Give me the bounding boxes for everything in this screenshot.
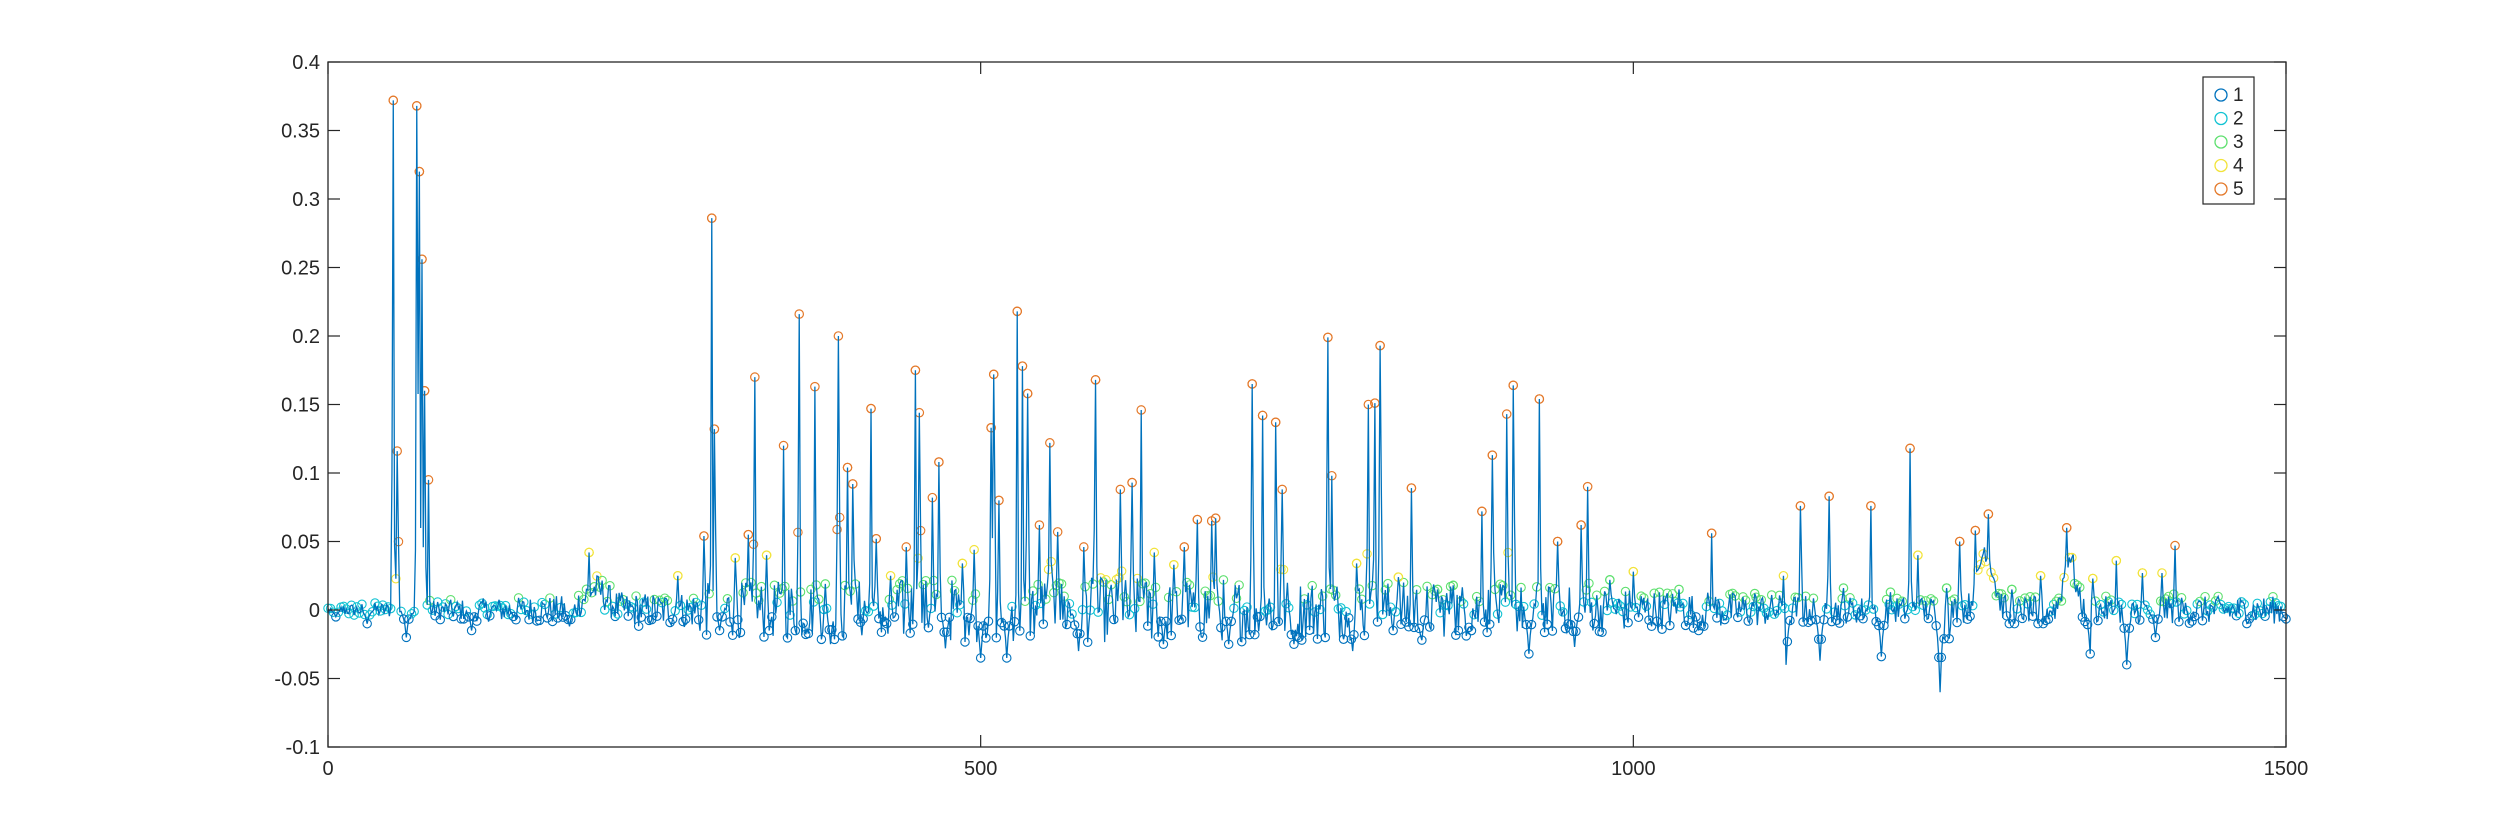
y-tick-label: 0 [309, 600, 320, 622]
data-point [1424, 622, 1435, 632]
data-point [2184, 618, 2195, 628]
data-point [1897, 596, 1907, 606]
data-point [1558, 607, 1568, 617]
data-point [665, 617, 675, 628]
legend-marker [2214, 135, 2228, 149]
legend-label: 5 [2233, 179, 2244, 200]
series-line [327, 100, 2287, 693]
legend-label: 3 [2233, 132, 2244, 153]
y-tick-label: 0.25 [281, 258, 320, 280]
data-point [1988, 573, 1999, 583]
y-tick-label: 0.1 [292, 463, 320, 485]
data-point [790, 625, 801, 636]
data-point [2148, 614, 2158, 624]
data-point [2145, 609, 2156, 620]
legend-label: 4 [2233, 156, 2244, 177]
data-point [1197, 632, 1208, 642]
data-point [362, 618, 372, 629]
legend-marker [2214, 158, 2228, 173]
data-point [346, 600, 357, 610]
data-point [1464, 622, 1474, 633]
data-point [1691, 612, 1701, 622]
data-point [380, 604, 391, 615]
data-point [2153, 614, 2163, 624]
y-tick-label: 0.2 [292, 326, 320, 348]
data-point [2017, 613, 2028, 624]
data-point [333, 607, 344, 618]
y-tick-label: 0.3 [292, 189, 320, 211]
data-point [398, 614, 409, 624]
data-point [406, 609, 417, 619]
data-point [1868, 604, 1879, 614]
data-point [2108, 605, 2119, 616]
data-point [579, 594, 589, 605]
legend-marker [2214, 111, 2228, 126]
data-point [2221, 603, 2231, 613]
legend-marker [2214, 88, 2228, 102]
y-tick-label: 0.35 [281, 121, 320, 143]
data-point [365, 610, 375, 620]
data-point [717, 612, 727, 622]
data-point [521, 605, 532, 616]
data-point [331, 612, 341, 622]
y-tick-label: 0.05 [281, 532, 320, 554]
legend-label: 1 [2233, 85, 2244, 106]
y-tick-label: -0.1 [286, 737, 320, 759]
data-point [508, 611, 519, 622]
y-tick-label: 0.15 [281, 395, 320, 417]
data-point [1338, 634, 1349, 644]
legend: 1 23 45 [2202, 76, 2255, 205]
data-point [1743, 616, 1753, 626]
data-point [654, 595, 665, 605]
data-point [889, 612, 900, 622]
legend-box [2202, 76, 2255, 205]
legend-label: 2 [2233, 109, 2244, 130]
data-point [563, 614, 573, 625]
data-point [485, 611, 495, 621]
x-tick-label: 1500 [2264, 758, 2309, 780]
data-point [1785, 615, 1795, 626]
legend-marker [2214, 182, 2228, 196]
data-point [1156, 616, 1166, 627]
data-point [1910, 605, 1921, 616]
x-tick-label: 0 [322, 758, 333, 780]
axis-ticks: 0 500 1000 1500 -0.1 -0.05 0 0.05 0.1 0.15 0.2 0.25… [274, 52, 2308, 780]
x-tick-label: 1000 [1611, 758, 1656, 780]
data-point [1641, 601, 1652, 611]
y-tick-label: -0.05 [274, 669, 320, 691]
data-point [566, 614, 576, 625]
x-tick-label: 500 [964, 758, 997, 780]
data-point [2182, 605, 2192, 616]
data-point [404, 614, 414, 624]
y-tick-label: 0.4 [292, 52, 320, 74]
plot-area [328, 62, 2286, 747]
data-point [1850, 610, 1860, 620]
